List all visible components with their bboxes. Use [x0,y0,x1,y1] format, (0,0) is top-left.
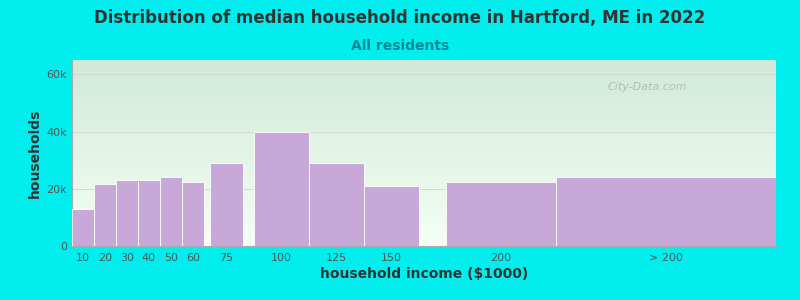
Bar [210,163,242,246]
Bar [182,182,204,246]
X-axis label: household income ($1000): household income ($1000) [320,267,528,281]
Bar [94,184,116,246]
Bar [160,177,182,246]
Bar [254,131,309,246]
Text: Distribution of median household income in Hartford, ME in 2022: Distribution of median household income … [94,9,706,27]
Bar [72,209,94,246]
Bar [309,163,363,246]
Bar [138,180,160,246]
Bar [556,177,776,246]
Bar [363,186,418,246]
Y-axis label: households: households [28,108,42,198]
Text: City-Data.com: City-Data.com [607,82,686,92]
Bar [446,182,556,246]
Text: All residents: All residents [351,39,449,53]
Bar [116,180,138,246]
